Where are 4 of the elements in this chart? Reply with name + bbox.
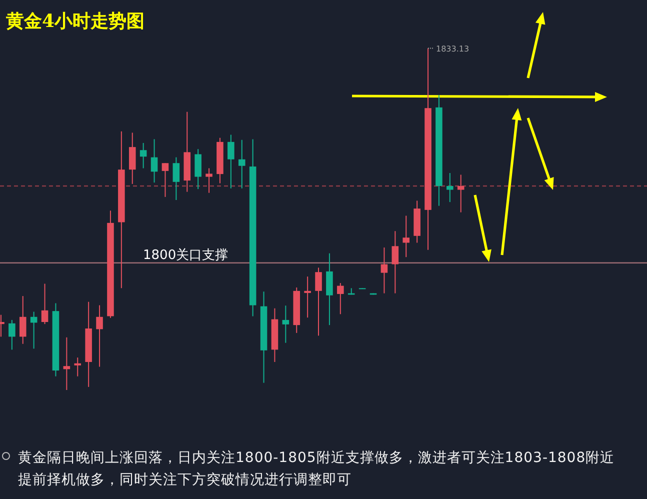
text: 黄金隔日晚间上涨回落，日内关注1800-1805附近支撑做多，激进者可关注1803-1808附近提前择机做多，同时关注下方突破情况进行调整即可 [18, 449, 616, 490]
ref-line-label: 1800关口支撑 [143, 248, 228, 263]
chart-title: 黄金4小时走势图 [5, 11, 145, 32]
annotation: 1833.13 [436, 44, 470, 54]
